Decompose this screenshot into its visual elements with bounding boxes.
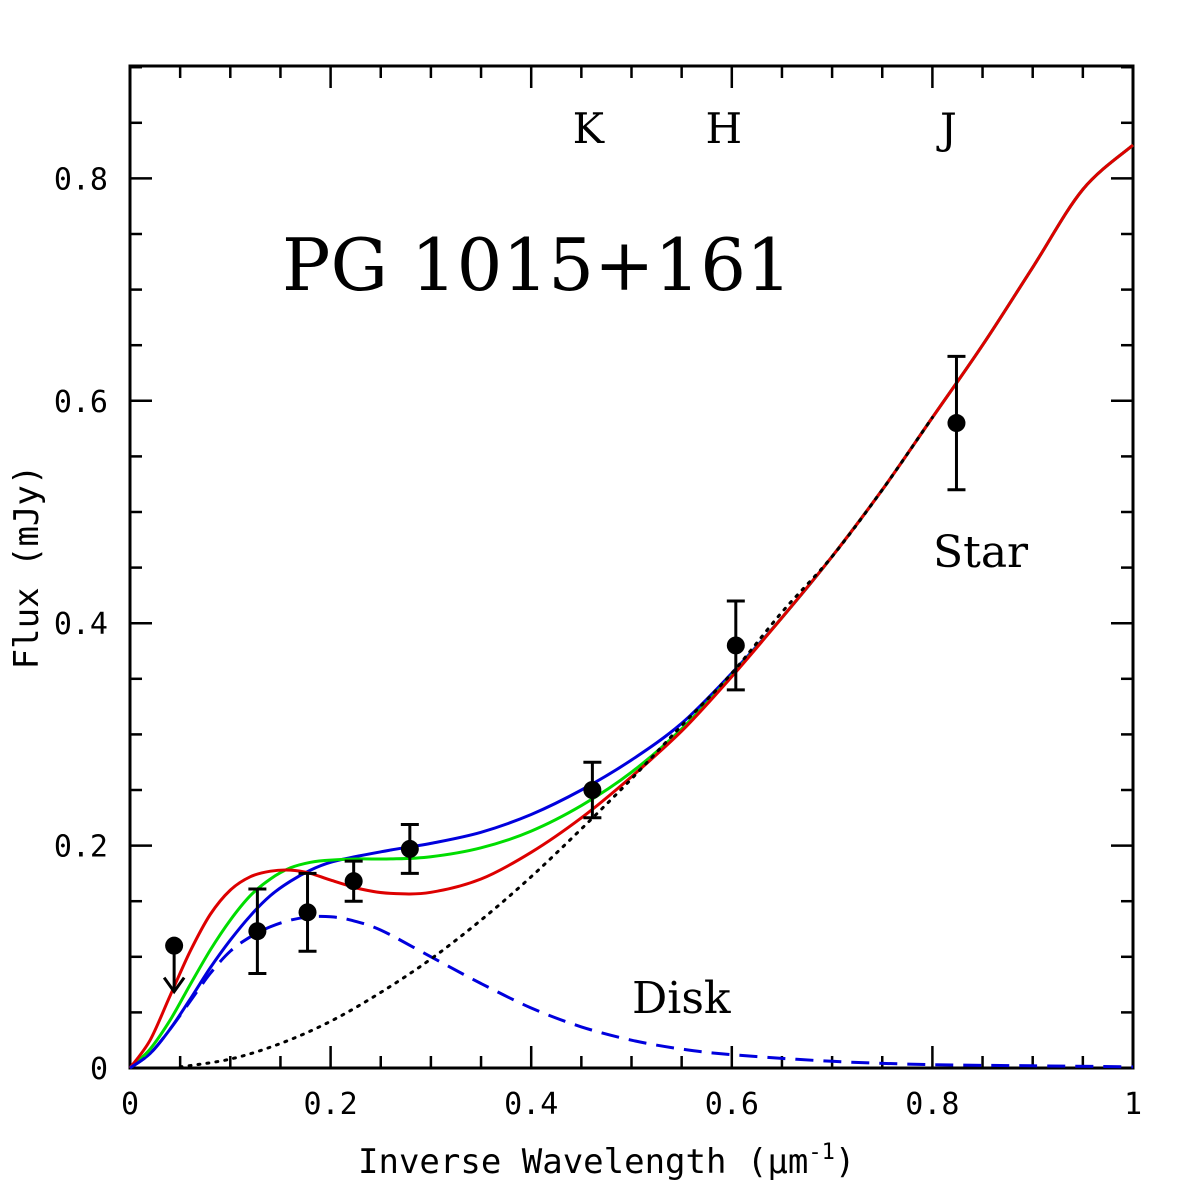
- data-point: [298, 903, 317, 922]
- y-tick-label: 0: [90, 1052, 108, 1087]
- data-point: [400, 839, 419, 858]
- band-label: K: [573, 104, 606, 153]
- data-point: [248, 922, 267, 941]
- data-points: [162, 354, 966, 995]
- data-point: [344, 872, 363, 891]
- model-curves: [128, 143, 1134, 1070]
- disk-label: Disk: [632, 973, 731, 1024]
- x-tick-label: 0.6: [705, 1087, 759, 1122]
- x-tick-label: 0.8: [905, 1087, 959, 1122]
- x-tick-label: 0.2: [304, 1087, 358, 1122]
- y-tick-label: 0.4: [54, 607, 108, 642]
- band-label: H: [705, 104, 742, 153]
- x-tick-label: 0.4: [504, 1087, 558, 1122]
- data-point: [165, 936, 184, 955]
- y-tick-label: 0.8: [54, 162, 108, 197]
- axis-tick-labels: 0 0.2 0.4 0.6 0.8 1 0 0.2 0.4 0.6 0.8: [54, 162, 1142, 1122]
- upper-limit-arrowhead: [162, 976, 186, 995]
- y-tick-label: 0.2: [54, 830, 108, 865]
- object-label: PG 1015+161: [282, 223, 792, 307]
- band-label: J: [936, 104, 957, 153]
- x-axis-title: Inverse Wavelength (μm-1): [358, 1140, 855, 1182]
- axis-ticks: [128, 65, 1135, 1070]
- star-label: Star: [933, 527, 1029, 578]
- y-axis-title: Flux (mJy): [7, 465, 47, 670]
- data-point: [726, 636, 745, 655]
- x-tick-label: 1: [1124, 1087, 1142, 1122]
- data-point: [947, 414, 966, 433]
- x-tick-label: 0: [121, 1087, 139, 1122]
- data-point: [583, 781, 602, 799]
- series-line-3: [129, 914, 1134, 1070]
- series-line-4: [178, 416, 934, 1069]
- y-tick-label: 0.6: [54, 385, 108, 420]
